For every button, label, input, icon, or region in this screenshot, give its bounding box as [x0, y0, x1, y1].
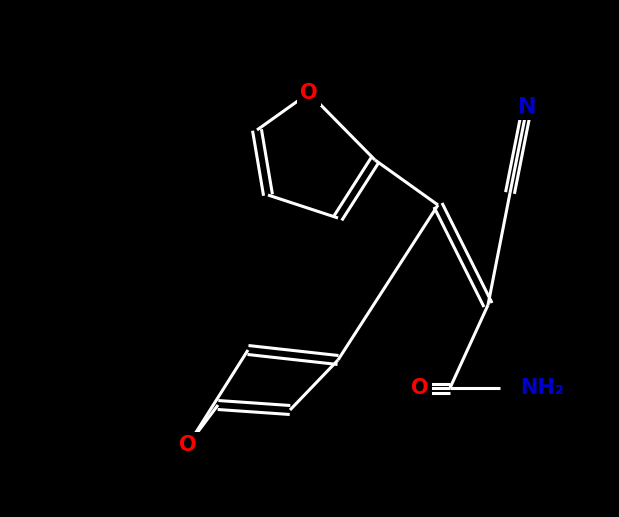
Text: O: O	[300, 83, 318, 103]
Text: NH₂: NH₂	[520, 378, 564, 398]
Text: O: O	[179, 435, 197, 455]
Text: O: O	[411, 378, 429, 398]
Text: N: N	[517, 97, 536, 117]
